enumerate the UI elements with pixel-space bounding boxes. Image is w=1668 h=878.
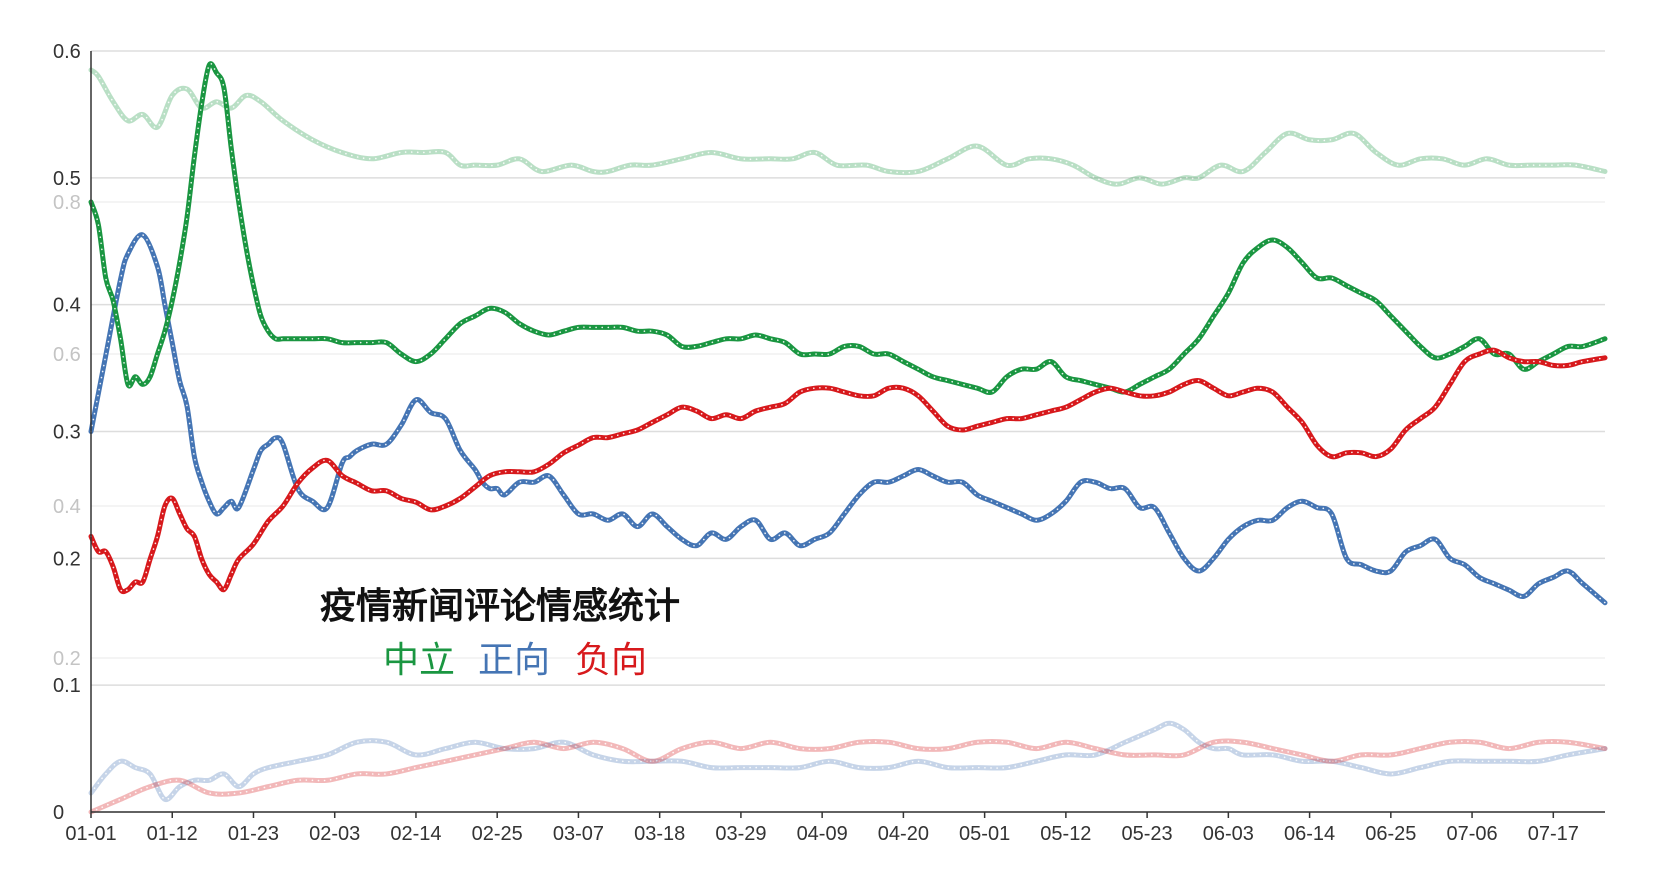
y-tick-label-middle-0: 0.2 (53, 648, 81, 670)
axes (90, 51, 1605, 818)
x-tick-label-5: 02-25 (472, 823, 523, 845)
y-tick-label-top-3: 0.3 (53, 422, 81, 444)
x-tick-label-7: 03-18 (634, 823, 685, 845)
y-tick-label-middle-2: 0.6 (53, 344, 81, 366)
series-line-middle-neutral-main (88, 61, 1608, 395)
series-line-top-positive-faint (88, 720, 1608, 802)
series-line-top-positive-main (88, 232, 1608, 606)
x-tick-label-1: 01-12 (147, 823, 198, 845)
series-line-top-negative-faint (88, 738, 1608, 815)
series-line-middle-negative-main (88, 347, 1608, 595)
x-tick-label-8: 03-29 (715, 823, 766, 845)
series-layer (88, 61, 1608, 815)
x-tick-label-15: 06-14 (1284, 823, 1335, 845)
y-tick-label-middle-3: 0.8 (53, 192, 81, 214)
x-tick-label-4: 02-14 (390, 823, 441, 845)
x-tick-label-11: 05-01 (959, 823, 1010, 845)
series-top-neutral-faint (88, 67, 1608, 187)
x-tick-label-9: 04-09 (797, 823, 848, 845)
y-tick-label-middle-1: 0.4 (53, 496, 81, 518)
legend-item-neutral[interactable]: 中立 (383, 640, 455, 681)
series-top-positive-faint (88, 720, 1608, 802)
x-tick-label-17: 07-06 (1446, 823, 1497, 845)
chart-title: 疫情新闻评论情感统计 (320, 586, 680, 627)
x-tick-label-2: 01-23 (228, 823, 279, 845)
series-dots-middle-negative-main (90, 349, 1606, 593)
legend-item-positive[interactable]: 正向 (478, 640, 550, 681)
x-tick-label-0: 01-01 (65, 823, 116, 845)
y-tick-labels: 0 0.1 0.2 0.3 0.4 0.5 0.6 0.2 0.4 0.6 0.8 (53, 41, 81, 824)
y-tick-label-top-1: 0.1 (53, 675, 81, 697)
series-middle-negative-main (88, 347, 1608, 595)
series-top-negative-faint (88, 738, 1608, 815)
x-tick-label-14: 06-03 (1203, 823, 1254, 845)
series-line-top-neutral-faint (88, 67, 1608, 187)
series-dots-top-positive-main (90, 234, 1606, 604)
series-middle-neutral-main (88, 61, 1608, 395)
series-dots-middle-neutral-main (90, 62, 1606, 394)
x-tick-labels: 01-01 01-12 01-23 02-03 02-14 02-25 03-07 03-18… (65, 823, 1578, 845)
y-tick-label-top-4: 0.4 (53, 295, 81, 317)
x-tick-label-3: 02-03 (309, 823, 360, 845)
legend: 中立 正向 负向 (383, 640, 647, 681)
series-dots-top-neutral-faint (90, 69, 1606, 185)
y-tick-label-top-2: 0.2 (53, 548, 81, 570)
legend-item-negative[interactable]: 负向 (575, 640, 647, 681)
x-tick-label-13: 05-23 (1122, 823, 1173, 845)
series-dots-top-negative-faint (90, 740, 1606, 813)
x-tick-label-10: 04-20 (878, 823, 929, 845)
y-tick-label-top-6: 0.6 (53, 41, 81, 63)
y-tick-label-top-5: 0.5 (53, 168, 81, 190)
x-tick-label-16: 06-25 (1365, 823, 1416, 845)
series-top-positive-main (88, 232, 1608, 606)
x-tick-label-12: 05-12 (1040, 823, 1091, 845)
y-tick-label-top-0: 0 (53, 802, 64, 824)
x-tick-label-6: 03-07 (553, 823, 604, 845)
x-tick-label-18: 07-17 (1528, 823, 1579, 845)
series-dots-top-positive-faint (90, 722, 1606, 801)
